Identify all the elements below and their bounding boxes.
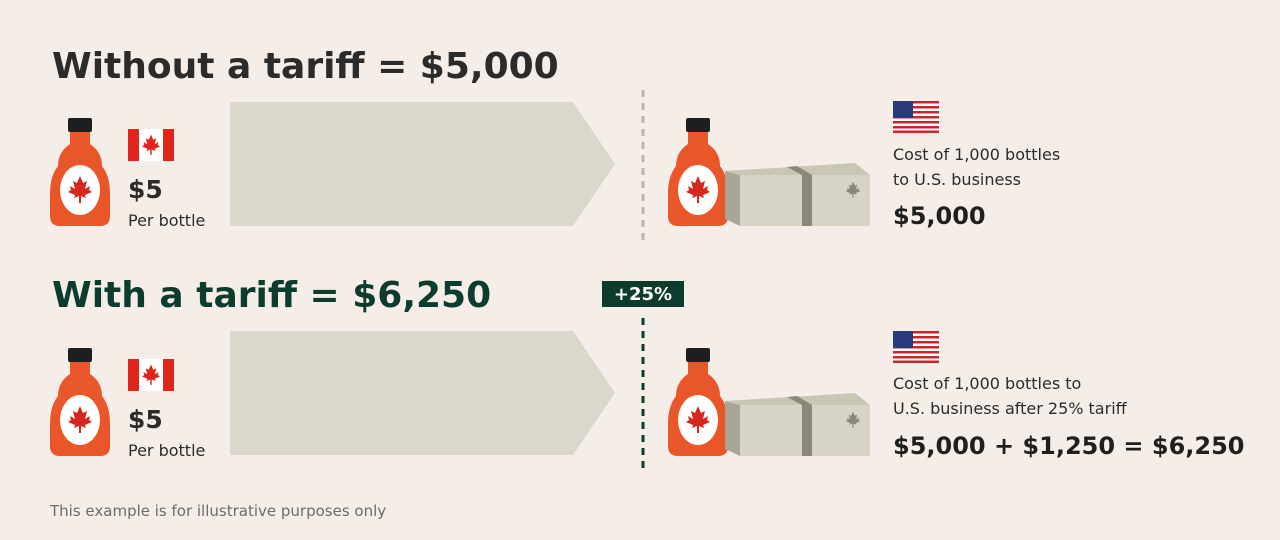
footnote: This example is for illustrative purpose…: [49, 502, 386, 520]
tariff-badge: [602, 281, 684, 307]
cost-label: to U.S. business: [893, 170, 1021, 189]
us-flag: [893, 101, 939, 133]
price: $5: [128, 405, 163, 434]
badge-label: +25%: [614, 284, 672, 305]
bottle-icon: [668, 348, 728, 456]
price: $5: [128, 175, 163, 204]
row-title: With a tariff = $6,250: [52, 275, 491, 316]
bottle-icon: [50, 348, 110, 456]
total: $5,000: [893, 202, 986, 230]
arrow: [230, 102, 615, 226]
us-flag: [893, 331, 939, 363]
unit: Per bottle: [128, 441, 205, 460]
arrow: [230, 331, 615, 455]
cost-label: Cost of 1,000 bottles to: [893, 374, 1081, 393]
total: $5,000 + $1,250 = $6,250: [893, 432, 1244, 460]
box-icon: [725, 393, 870, 456]
row-title: Without a tariff = $5,000: [52, 46, 559, 87]
cost-label: U.S. business after 25% tariff: [893, 399, 1128, 418]
box-icon: [725, 163, 870, 226]
canada-flag: [128, 359, 174, 391]
canada-flag: [128, 129, 174, 161]
bottle-icon: [50, 118, 110, 226]
cost-label: Cost of 1,000 bottles: [893, 145, 1060, 164]
unit: Per bottle: [128, 211, 205, 230]
bottle-icon: [668, 118, 728, 226]
